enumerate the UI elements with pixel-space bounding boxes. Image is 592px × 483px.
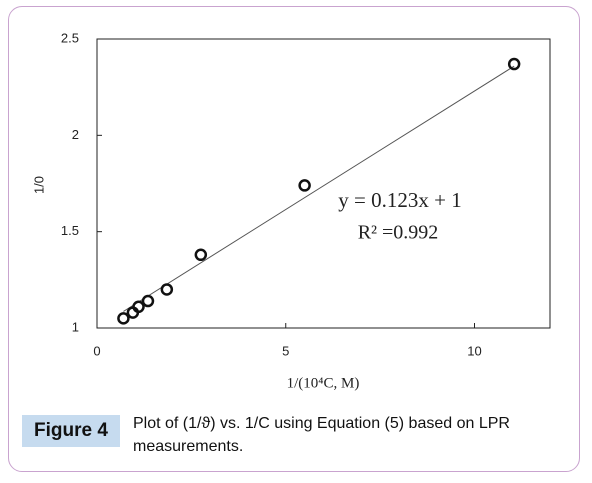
trend-line bbox=[123, 65, 515, 312]
point bbox=[160, 283, 174, 296]
point bbox=[141, 294, 155, 308]
point bbox=[132, 300, 145, 314]
equation: y = 0.123x + 1 bbox=[338, 188, 461, 212]
x-tick-label: 10 bbox=[467, 343, 481, 358]
x-tick-label: 5 bbox=[282, 343, 289, 358]
point bbox=[298, 179, 311, 192]
figure-label: Figure 4 bbox=[22, 415, 120, 447]
point bbox=[507, 57, 521, 71]
plot-area bbox=[96, 38, 551, 329]
figure-caption: Plot of (1/ϑ) vs. 1/C using Equation (5)… bbox=[133, 415, 510, 455]
point bbox=[194, 248, 208, 262]
x-axis-label: 1/(10⁴C, M) bbox=[287, 375, 360, 391]
point bbox=[117, 312, 130, 325]
r-squared: R² =0.992 bbox=[358, 222, 439, 244]
y-tick-label: 2 bbox=[72, 127, 79, 142]
y-axis-label: 1/0 bbox=[31, 176, 46, 194]
figure-frame bbox=[8, 6, 580, 472]
y-tick-label: 1 bbox=[72, 319, 79, 334]
y-tick-label: 2.5 bbox=[61, 30, 79, 45]
x-tick-label: 0 bbox=[93, 343, 100, 358]
y-tick-label: 1.5 bbox=[61, 223, 79, 238]
